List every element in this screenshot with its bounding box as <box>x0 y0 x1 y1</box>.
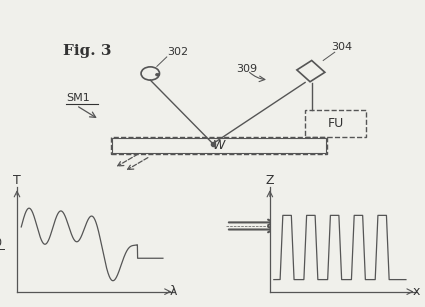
Text: 304: 304 <box>332 42 353 52</box>
Text: Z: Z <box>266 174 274 187</box>
Text: W: W <box>212 139 225 152</box>
Circle shape <box>156 73 159 76</box>
Text: FU: FU <box>327 117 344 130</box>
Text: 310: 310 <box>0 238 3 248</box>
Bar <box>112 138 326 153</box>
Bar <box>111 137 326 154</box>
Text: Fig. 3: Fig. 3 <box>63 44 111 58</box>
Text: 302: 302 <box>167 47 188 57</box>
Text: 309: 309 <box>236 64 257 74</box>
Text: x: x <box>413 285 420 298</box>
Text: SM1: SM1 <box>66 93 90 103</box>
Bar <box>305 110 366 137</box>
Text: λ: λ <box>170 285 177 298</box>
Text: T: T <box>13 174 21 187</box>
